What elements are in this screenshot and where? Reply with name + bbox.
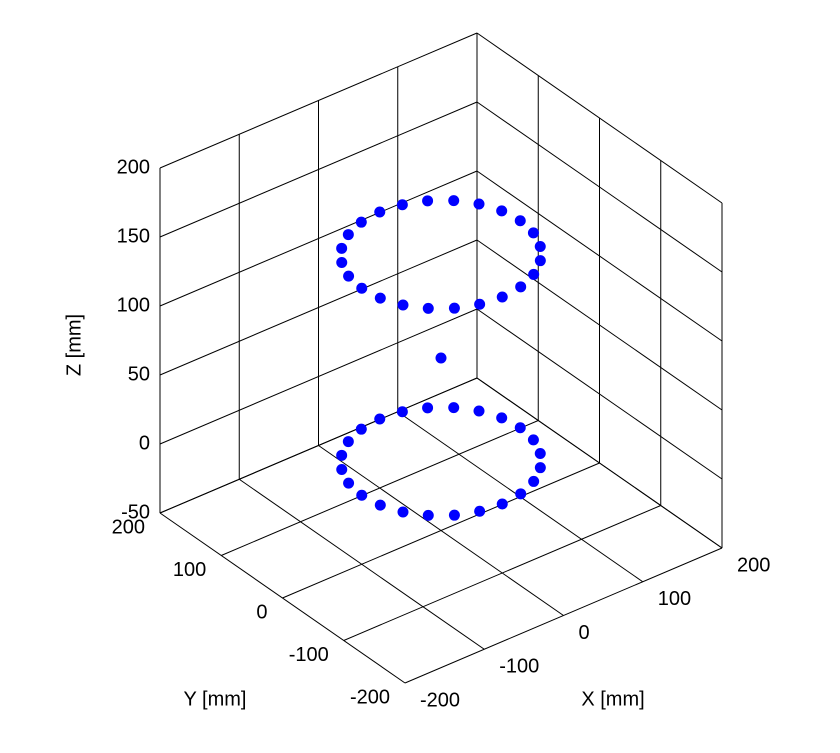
point <box>496 291 508 303</box>
point <box>374 206 386 218</box>
grid-line <box>159 239 478 376</box>
point <box>343 270 355 282</box>
x-tick-label: -200 <box>420 689 460 711</box>
point <box>435 352 447 364</box>
point <box>527 434 539 446</box>
grid-line <box>282 462 600 599</box>
point <box>514 215 526 227</box>
point <box>374 499 386 511</box>
point <box>448 402 460 414</box>
z-tick-label: 200 <box>117 156 150 178</box>
point <box>496 205 508 217</box>
point <box>343 477 355 489</box>
point <box>496 498 508 510</box>
grid-line <box>476 170 723 342</box>
point <box>397 299 409 311</box>
y-tick-label: 0 <box>256 601 267 623</box>
grid-line <box>159 170 478 307</box>
point <box>528 268 540 280</box>
point <box>342 436 354 448</box>
grid-line <box>476 32 723 204</box>
grid-line <box>343 505 661 641</box>
point <box>448 195 460 207</box>
x-tick-label: 200 <box>737 554 770 576</box>
point <box>473 405 485 417</box>
point <box>515 488 527 500</box>
y-axis-label: Y [mm] <box>184 688 247 710</box>
point <box>474 298 486 310</box>
grid-line <box>476 308 723 480</box>
point <box>514 422 526 434</box>
point <box>448 302 460 314</box>
point <box>473 198 485 210</box>
grid-line <box>159 308 478 445</box>
point <box>374 413 386 425</box>
z-tick-label: 100 <box>117 294 150 316</box>
x-tick-label: 100 <box>658 588 691 610</box>
z-axis-label: Z [mm] <box>63 314 85 376</box>
point <box>528 475 540 487</box>
point <box>534 241 546 253</box>
grid-line <box>159 377 478 514</box>
point <box>355 423 367 435</box>
point <box>534 255 546 267</box>
point <box>355 216 367 228</box>
point <box>422 402 434 414</box>
point <box>422 195 434 207</box>
point <box>336 463 348 475</box>
point <box>336 256 348 268</box>
z-tick-label: 50 <box>128 363 150 385</box>
z-tick-label: 0 <box>139 432 150 454</box>
point <box>448 509 460 521</box>
point <box>342 229 354 241</box>
point <box>356 489 368 501</box>
point <box>397 506 409 518</box>
grid-line <box>476 239 723 411</box>
z-tick-label: -50 <box>121 501 150 523</box>
point <box>515 281 527 293</box>
point <box>396 199 408 211</box>
point <box>534 448 546 460</box>
point <box>336 242 348 254</box>
x-tick-label: -100 <box>499 656 539 678</box>
point <box>534 462 546 474</box>
point <box>496 412 508 424</box>
point <box>527 227 539 239</box>
x-tick-label: 0 <box>579 622 590 644</box>
point <box>336 449 348 461</box>
point <box>422 302 434 314</box>
grid-line <box>404 547 723 684</box>
grid-line <box>221 420 539 556</box>
point <box>474 505 486 517</box>
x-axis-label: X [mm] <box>581 688 644 710</box>
y-tick-label: 200 <box>112 516 145 538</box>
grid-line <box>476 101 723 273</box>
y-tick-label: 100 <box>173 559 206 581</box>
point <box>374 292 386 304</box>
y-tick-label: -200 <box>350 686 390 708</box>
point <box>356 282 368 294</box>
grid-line <box>159 32 478 169</box>
grid-line <box>476 377 723 549</box>
point <box>396 406 408 418</box>
z-tick-label: 150 <box>117 225 150 247</box>
y-tick-label: -100 <box>289 644 329 666</box>
grid-line <box>159 101 478 238</box>
point <box>422 509 434 521</box>
